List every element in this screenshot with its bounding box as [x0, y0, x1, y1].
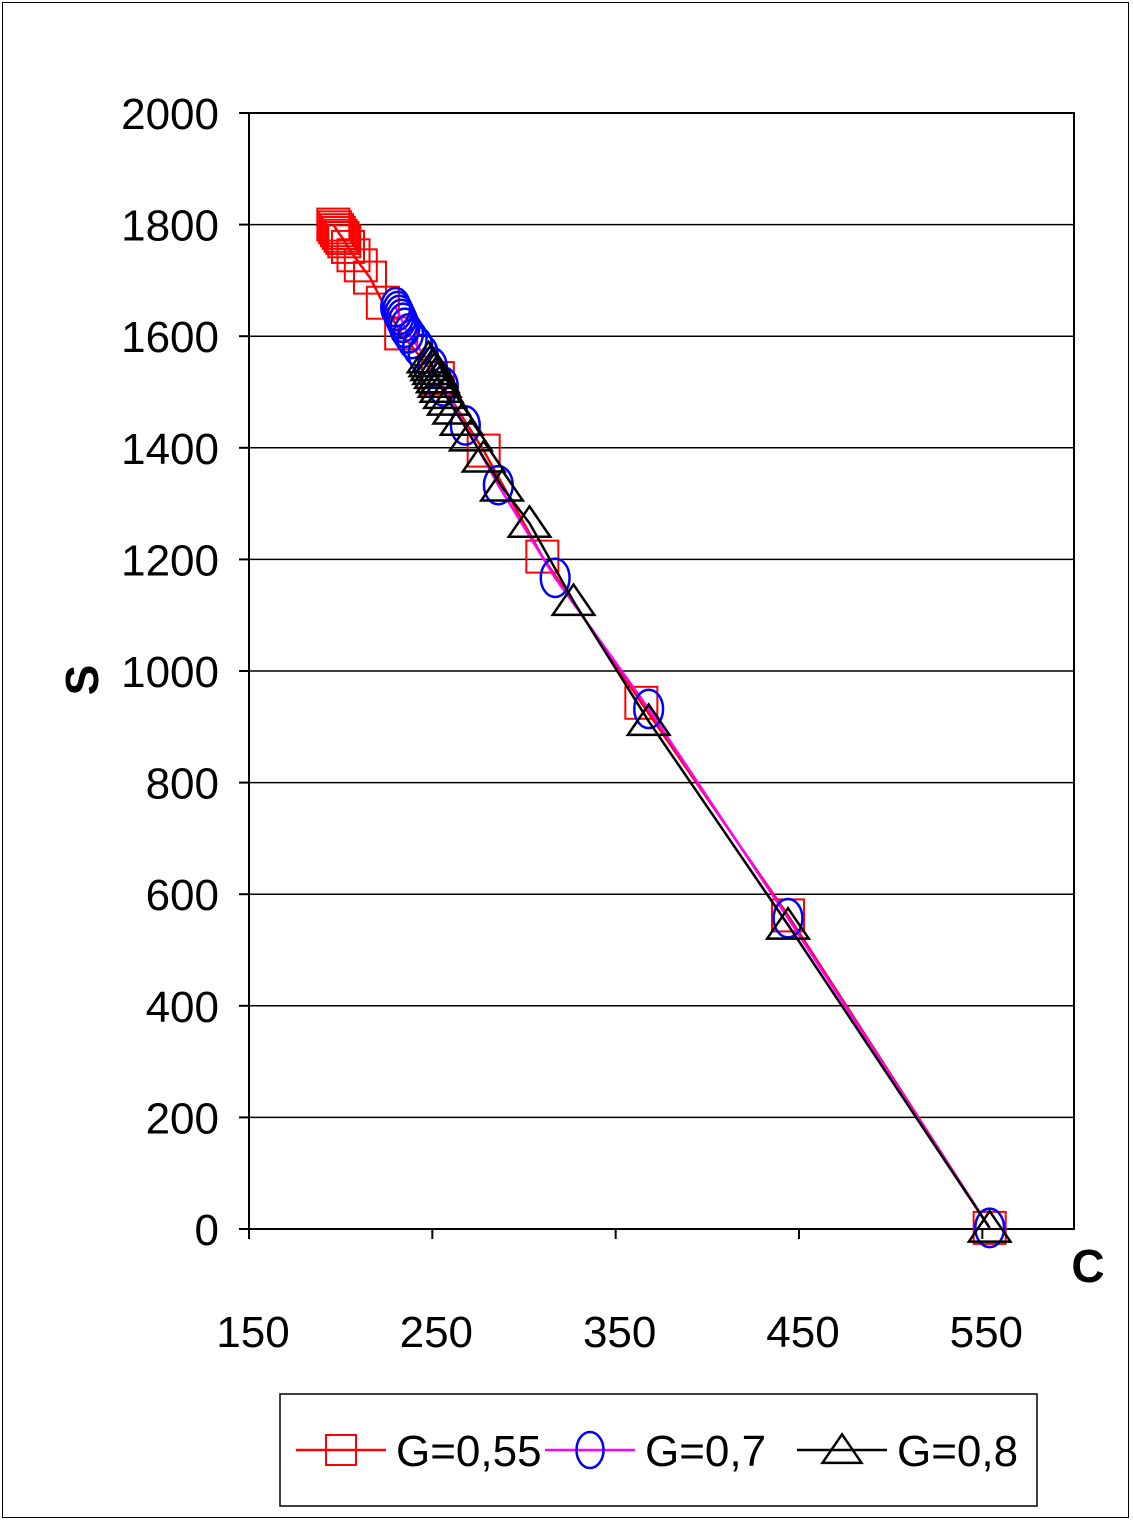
data-point-square: [325, 1434, 357, 1466]
legend-label: G=0,55: [396, 1427, 542, 1476]
data-point-square: [321, 215, 356, 250]
y-axis-label: S: [56, 665, 108, 696]
data-point-circle: [539, 557, 571, 599]
y-tick-label: 2000: [121, 90, 219, 139]
series-line: [394, 306, 991, 1229]
data-point-square: [318, 210, 353, 245]
data-point-square: [624, 685, 659, 720]
y-tick-label: 1800: [121, 202, 219, 251]
x-tick-label: 250: [400, 1308, 473, 1357]
data-point-triangle: [966, 1208, 1013, 1243]
y-tick-label: 0: [195, 1206, 219, 1255]
y-tick-label: 800: [146, 760, 219, 809]
series-line: [427, 357, 991, 1229]
y-tick-label: 1200: [121, 536, 219, 585]
data-point-square: [323, 218, 358, 253]
data-point-square: [343, 248, 378, 283]
x-tick-label: 550: [950, 1308, 1023, 1357]
data-point-triangle: [820, 1432, 864, 1465]
x-tick-label: 450: [766, 1308, 839, 1357]
x-tick-label: 150: [216, 1308, 289, 1357]
data-point-triangle: [550, 582, 597, 617]
legend-box: [279, 1393, 1038, 1507]
data-point-circle: [633, 688, 665, 730]
series-group: [316, 207, 1013, 1249]
x-axis-label: C: [1071, 1240, 1104, 1292]
legend-label: G=0,8: [897, 1427, 1018, 1476]
legend-entry: G=0,7: [545, 1427, 766, 1476]
y-tick-label: 400: [146, 983, 219, 1032]
data-point-square: [331, 229, 365, 264]
y-tick-label: 200: [146, 1094, 219, 1143]
data-point-circle: [575, 1430, 605, 1470]
data-point-circle: [974, 1207, 1006, 1249]
data-point-circle: [385, 298, 417, 340]
series-triangle: [405, 339, 1013, 1243]
data-point-triangle: [447, 417, 495, 452]
data-point-triangle: [625, 702, 672, 737]
legend-entry: G=0,8: [797, 1427, 1018, 1476]
data-point-square: [325, 220, 360, 255]
data-point-triangle: [478, 467, 526, 502]
grid-lines: [249, 223, 1074, 1119]
y-tick-label: 1400: [121, 425, 219, 474]
legend-entry: G=0,55: [296, 1427, 542, 1476]
x-tick-label: 350: [583, 1308, 656, 1357]
legend-label: G=0,7: [645, 1427, 766, 1476]
data-point-triangle: [506, 504, 553, 539]
y-tick-label: 1000: [121, 648, 219, 697]
axes: 0 200 400 600 800 1000 1200 1400 1600 1800 2000 150…: [121, 90, 1023, 1357]
data-point-circle: [396, 318, 428, 360]
data-point-triangle: [764, 905, 812, 940]
y-tick-label: 1600: [121, 313, 219, 362]
legend: G=0,55 G=0,7 G=0,8: [279, 1393, 1038, 1507]
y-tick-label: 600: [146, 871, 219, 920]
data-point-square: [353, 260, 387, 295]
data-point-triangle: [460, 438, 507, 473]
